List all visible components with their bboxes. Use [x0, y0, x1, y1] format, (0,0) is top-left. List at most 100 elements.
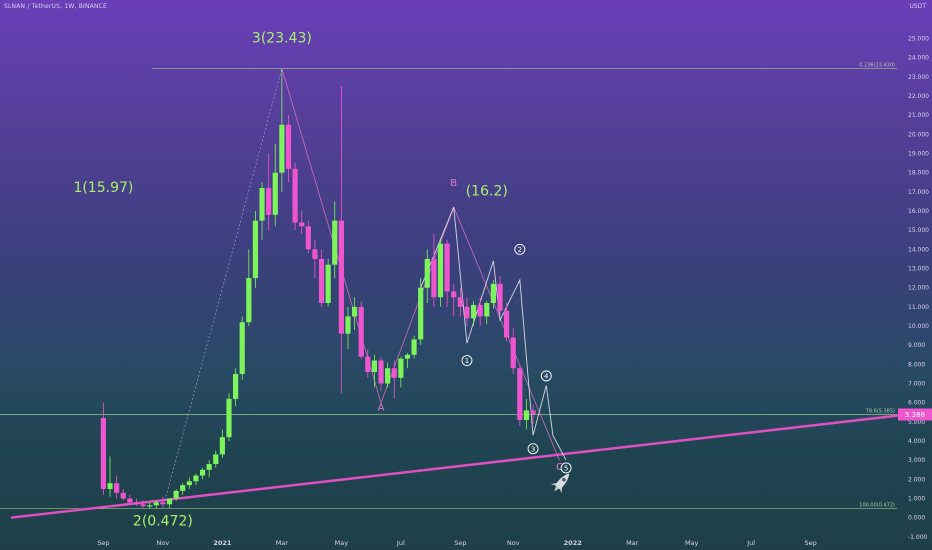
time-tick-label: 2021	[213, 539, 232, 547]
candle-body	[391, 368, 397, 378]
candle-body	[365, 356, 371, 373]
candle-body	[477, 304, 483, 317]
time-tick-label: May	[685, 539, 699, 547]
candle-body	[252, 220, 259, 279]
price-tick-label: 24.000	[908, 55, 929, 62]
candle-body	[127, 498, 133, 503]
candle-body	[338, 220, 344, 334]
price-tick-label: 10.000	[908, 323, 929, 330]
price-tick-label: 22.000	[908, 93, 929, 100]
wave-circle	[527, 443, 539, 455]
price-tick-label: 19.000	[908, 151, 929, 158]
price-unit: USDT	[909, 3, 927, 10]
fib-level-label: 0.236(23.430)	[859, 63, 895, 69]
horizontal-levels: 0.236(23.430) 78.6(5.385) 100.00(0.472)	[0, 63, 897, 510]
candle-body	[133, 502, 140, 505]
price-tick-label: 6.000	[908, 400, 925, 407]
price-tick-label: 23.000	[908, 74, 929, 81]
candle-body	[312, 249, 318, 259]
candle-body	[180, 485, 186, 491]
candle-body	[114, 483, 120, 493]
candle-body	[299, 222, 305, 227]
price-tick-label: 7.000	[908, 381, 925, 388]
candle-body	[147, 505, 153, 507]
wave-label: 3(23.43)	[252, 30, 312, 46]
candle-body	[504, 310, 510, 338]
time-tick-label: Sep	[454, 539, 466, 547]
time-tick-label: Mar	[626, 539, 639, 547]
price-tick-label: 4.000	[908, 438, 925, 445]
rocket-icon	[550, 473, 570, 494]
candle-body	[285, 124, 292, 169]
price-tick-label: 5.000	[908, 419, 925, 426]
time-tick-label: Jul	[746, 539, 755, 547]
price-tick-label: 20.000	[908, 131, 929, 138]
price-axis: -1.000 0.000 1.000 2.000 3.000 4.000 5.000 6.00…	[898, 35, 932, 541]
candle-body	[497, 283, 503, 311]
candle-body	[325, 264, 331, 304]
wave-circle	[540, 370, 552, 382]
price-tick-label: 8.000	[908, 361, 925, 368]
candle-body	[378, 360, 384, 384]
candle-body	[100, 418, 106, 489]
candle-body	[120, 492, 126, 499]
abc-label: A	[378, 402, 385, 413]
rocket-fins	[550, 482, 563, 494]
candle-body	[332, 220, 338, 265]
price-tick-label: 18.000	[908, 170, 929, 177]
rocket-flame	[554, 486, 560, 492]
fib-level-label: 100.00(0.472)	[859, 503, 895, 509]
candle-body	[173, 490, 179, 499]
candle-body	[272, 172, 278, 215]
time-axis: Sep Nov 2021 Mar May Jul Sep Nov 2022 Mar May Jul Se…	[97, 539, 817, 547]
price-tick-label: 9.000	[908, 342, 925, 349]
wave-circle-number: 2	[518, 246, 522, 254]
abc-label: B	[450, 178, 457, 189]
price-tick-label: 16.000	[908, 208, 929, 215]
time-tick-label: May	[335, 539, 349, 547]
candle-body	[351, 306, 358, 317]
wave-label: 1(15.97)	[73, 180, 133, 196]
price-tick-label: -1.000	[908, 534, 928, 541]
candle-body	[166, 498, 173, 505]
candle-body	[464, 306, 470, 319]
candle-body	[484, 303, 490, 317]
candle-body	[490, 283, 496, 304]
time-tick-label: Sep	[805, 539, 817, 547]
price-tick-label: 0.000	[908, 515, 925, 522]
candle-body	[239, 322, 245, 374]
candle-body	[517, 368, 523, 420]
candle-body	[279, 124, 285, 173]
candle-body	[345, 316, 351, 334]
wave-circle	[514, 243, 526, 255]
candle-body	[259, 188, 265, 221]
wave-circle-number: 3	[531, 445, 535, 453]
candle-body	[358, 306, 364, 357]
candle-body	[444, 243, 450, 292]
candle-body	[431, 258, 437, 298]
wave-label: (16.2)	[466, 184, 508, 200]
price-tick-label: 25.000	[908, 35, 929, 42]
candle-body	[470, 304, 477, 319]
time-tick-label: Nov	[157, 539, 170, 547]
price-tick-label: 13.000	[908, 266, 929, 273]
abc-label: C	[556, 462, 563, 473]
price-tick-label: 21.000	[908, 112, 929, 119]
candle-body	[404, 354, 411, 359]
candle-body	[206, 464, 212, 470]
candle-body	[411, 339, 417, 355]
time-tick-label: Sep	[97, 539, 109, 547]
price-tick-label: 14.000	[908, 246, 929, 253]
wave-circle-number: 4	[544, 372, 549, 380]
candle-body	[457, 297, 463, 307]
candle-body	[193, 475, 199, 482]
time-tick-label: Nov	[507, 539, 520, 547]
candle-body	[153, 502, 159, 506]
price-tick-label: 11.000	[908, 304, 929, 311]
fib-level-label: 78.6(5.385)	[866, 408, 895, 414]
trendline-group	[10, 413, 910, 519]
candle-body	[371, 360, 378, 373]
price-tick-label: 3.000	[908, 457, 925, 464]
